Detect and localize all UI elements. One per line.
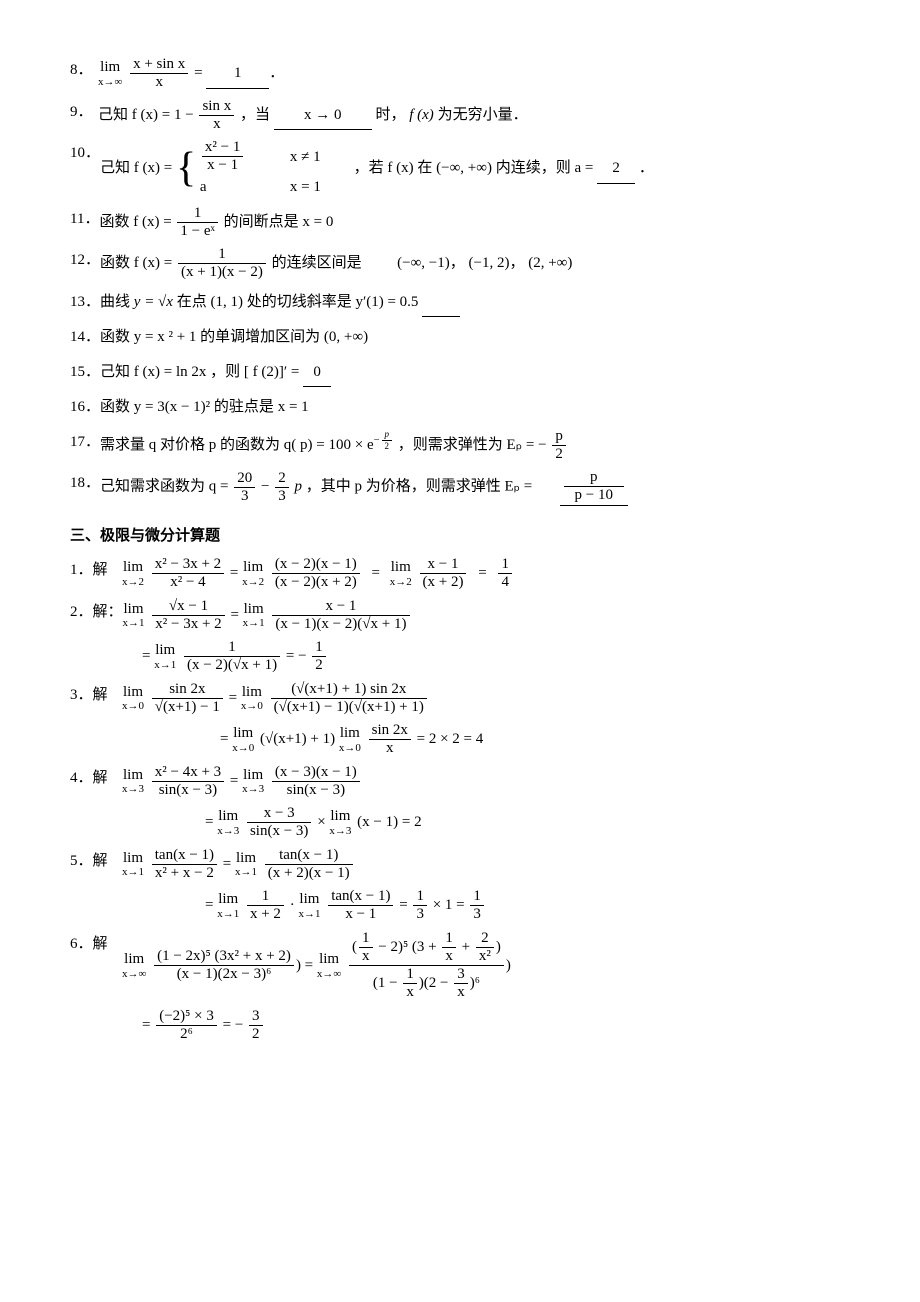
answer-blank: 2	[597, 154, 635, 184]
item-number: 3．解	[70, 681, 122, 710]
problem-12: 12． 函数 f (x) = 1(x + 1)(x − 2) 的连续区间是 (−…	[70, 246, 850, 282]
answer: x = 1	[278, 399, 309, 415]
problem-11: 11． 函数 f (x) = 11 − eˣ 的间断点是 x = 0	[70, 205, 850, 241]
answer-blank: p p − 10	[560, 469, 628, 506]
answer: y′(1) = 0.5	[355, 294, 418, 310]
section-heading: 三、极限与微分计算题	[70, 522, 850, 551]
item-number: 11．	[70, 205, 99, 234]
problem-16: 16． 函数 y = 3(x − 1)² 的驻点是 x = 1	[70, 393, 850, 422]
answer: x = 0	[302, 214, 333, 230]
calc-3-cont: = limx→0 (√(x+1) + 1) limx→0 sin 2xx = 2…	[70, 722, 850, 758]
item-number: 14．	[70, 323, 100, 352]
calc-1: 1．解 limx→2 x² − 3x + 2x² − 4 = limx→2 (x…	[70, 556, 850, 592]
problem-13: 13． 曲线 y = √x 在点 (1, 1) 处的切线斜率是 y′(1) = …	[70, 288, 850, 318]
item-number: 10．	[70, 139, 100, 168]
problem-10: 10． 己知 f (x) = { x² − 1x − 1 x ≠ 1 a x =…	[70, 139, 850, 199]
answer: (−∞, −1)， (−1, 2)， (2, +∞)	[397, 255, 572, 271]
calc-6-cont: = (−2)⁵ × 32⁶ = − 32	[70, 1008, 850, 1044]
calc-2: 2．解： limx→1 √x − 1x² − 3x + 2 = limx→1 x…	[70, 598, 850, 634]
problem-8: 8． lim x→∞ x + sin x x = 1．	[70, 56, 850, 92]
problem-17: 17． 需求量 q 对价格 p 的函数为 q( p) = 100 × e−p2 …	[70, 428, 850, 464]
item-body: lim x→∞ x + sin x x = 1．	[98, 56, 850, 92]
piecewise: x² − 1x − 1 x ≠ 1 a x = 1	[200, 139, 350, 199]
item-body: 曲线 y = √x 在点 (1, 1) 处的切线斜率是 y′(1) = 0.5	[100, 288, 850, 318]
item-number: 12．	[70, 246, 100, 275]
answer-blank: 1	[206, 59, 269, 89]
item-body: limx→3 x² − 4x + 3sin(x − 3) = limx→3 (x…	[122, 764, 850, 800]
item-number: 13．	[70, 288, 100, 317]
item-body: 己知 f (x) = ln 2x ，则 [ f (2)]′ = 0	[100, 358, 850, 388]
calc-4: 4．解 limx→3 x² − 4x + 3sin(x − 3) = limx→…	[70, 764, 850, 800]
calc-3: 3．解 limx→0 sin 2x√(x+1) − 1 = limx→0 (√(…	[70, 681, 850, 717]
item-body: limx→1 √x − 1x² − 3x + 2 = limx→1 x − 1(…	[123, 598, 850, 634]
item-number: 8．	[70, 56, 98, 85]
item-number: 9．	[70, 98, 98, 127]
item-number: 2．解：	[70, 598, 123, 627]
item-number: 4．解	[70, 764, 122, 793]
item-body: 己知 f (x) = 1 − sin x x ，当 x → 0 时， f (x)…	[98, 98, 850, 134]
calc-4-cont: = limx→3 x − 3sin(x − 3) × limx→3 (x − 1…	[70, 805, 850, 841]
item-body: 己知需求函数为 q = 203 − 23 p ，其中 p 为价格，则需求弹性 E…	[100, 469, 850, 506]
calc-6: 6．解 limx→∞ (1 − 2x)⁵ (3x² + x + 2)(x − 1…	[70, 930, 850, 1002]
fraction: sin x x	[199, 98, 234, 134]
item-body: 函数 y = 3(x − 1)² 的驻点是 x = 1	[100, 393, 850, 422]
item-body: 己知 f (x) = { x² − 1x − 1 x ≠ 1 a x = 1 ，…	[100, 139, 850, 199]
item-body: limx→∞ (1 − 2x)⁵ (3x² + x + 2)(x − 1)(2x…	[122, 930, 850, 1002]
calc-2-cont: = limx→1 1(x − 2)(√x + 1) = − 12	[70, 639, 850, 675]
problem-18: 18． 己知需求函数为 q = 203 − 23 p ，其中 p 为价格，则需求…	[70, 469, 850, 506]
item-body: limx→2 x² − 3x + 2x² − 4 = limx→2 (x − 2…	[122, 556, 850, 592]
item-body: limx→1 tan(x − 1)x² + x − 2 = limx→1 tan…	[122, 847, 850, 883]
fraction: x + sin x x	[130, 56, 188, 92]
limit: lim x→∞	[98, 59, 122, 88]
item-number: 6．解	[70, 930, 122, 959]
calc-5: 5．解 limx→1 tan(x − 1)x² + x − 2 = limx→1…	[70, 847, 850, 883]
item-number: 5．解	[70, 847, 122, 876]
item-number: 1．解	[70, 556, 122, 585]
item-body: limx→0 sin 2x√(x+1) − 1 = limx→0 (√(x+1)…	[122, 681, 850, 717]
answer-blank: 0	[303, 358, 331, 388]
problem-15: 15． 己知 f (x) = ln 2x ，则 [ f (2)]′ = 0	[70, 358, 850, 388]
item-body: 函数 f (x) = 1(x + 1)(x − 2) 的连续区间是 (−∞, −…	[100, 246, 850, 282]
calc-5-cont: = limx→1 1x + 2 · limx→1 tan(x − 1)x − 1…	[70, 888, 850, 924]
brace-icon: {	[176, 150, 196, 188]
item-number: 16．	[70, 393, 100, 422]
item-number: 18．	[70, 469, 100, 498]
answer-blank: x → 0	[274, 101, 372, 131]
problem-9: 9． 己知 f (x) = 1 − sin x x ，当 x → 0 时， f …	[70, 98, 850, 134]
item-body: 需求量 q 对价格 p 的函数为 q( p) = 100 × e−p2 ，则需求…	[100, 428, 850, 464]
problem-14: 14． 函数 y = x ² + 1 的单调增加区间为 (0, +∞)	[70, 323, 850, 352]
item-number: 15．	[70, 358, 100, 387]
item-number: 17．	[70, 428, 100, 457]
item-body: 函数 f (x) = 11 − eˣ 的间断点是 x = 0	[99, 205, 850, 241]
complex-fraction: (1x − 2)⁵ (3 + 1x + 2x²) (1 − 1x)(2 − 3x…	[349, 930, 504, 1002]
item-body: 函数 y = x ² + 1 的单调增加区间为 (0, +∞)	[100, 323, 850, 352]
